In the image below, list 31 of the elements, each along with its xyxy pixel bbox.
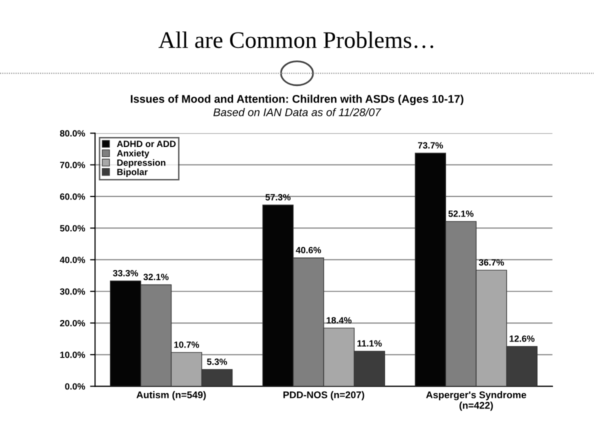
y-tick-label: 20.0% <box>60 320 86 326</box>
data-label: 5.3% <box>207 358 228 365</box>
data-label: 10.7% <box>174 341 200 348</box>
x-tick-label: Asperger's Syndrome (n=422) <box>426 391 526 411</box>
legend-label: Depression <box>117 159 166 168</box>
chart-title: All are Common Problems… <box>158 31 434 48</box>
data-label: 18.4% <box>326 317 352 324</box>
data-label: 33.3% <box>112 270 138 276</box>
data-label: 57.3% <box>265 194 291 200</box>
legend-label: Anxiety <box>116 150 150 158</box>
legend-label: ADHD or ADD <box>116 140 176 148</box>
chart-subtitle: Issues of Mood and Attention: Children with ASDs (Ages 10-17) <box>130 94 464 106</box>
text: Based on IAN Data as of 11/28/07 <box>213 108 382 116</box>
y-tick-label: 80.0% <box>60 130 86 137</box>
data-label: 12.6% <box>510 335 534 342</box>
legend-label: Bipolar <box>117 168 148 177</box>
y-tick-label: 50.0% <box>60 225 86 232</box>
data-label: 11.1% <box>357 340 382 347</box>
data-label: 52.1% <box>448 210 474 217</box>
y-tick-label: 0.0% <box>65 383 86 390</box>
data-label: 73.7% <box>418 142 444 149</box>
y-tick-label: 70.0% <box>60 162 86 168</box>
x-tick-label: Autism (n=549) <box>136 391 206 400</box>
y-tick-label: 60.0% <box>60 193 86 200</box>
y-tick-label: 30.0% <box>60 288 86 295</box>
data-label: 36.7% <box>478 259 504 266</box>
data-label: 40.6% <box>296 246 322 254</box>
x-tick-label: PDD-NOS (n=207) <box>283 391 364 400</box>
data-label: 32.1% <box>143 274 169 280</box>
y-tick-label: 40.0% <box>60 256 86 264</box>
y-tick-label: 10.0% <box>60 352 86 358</box>
